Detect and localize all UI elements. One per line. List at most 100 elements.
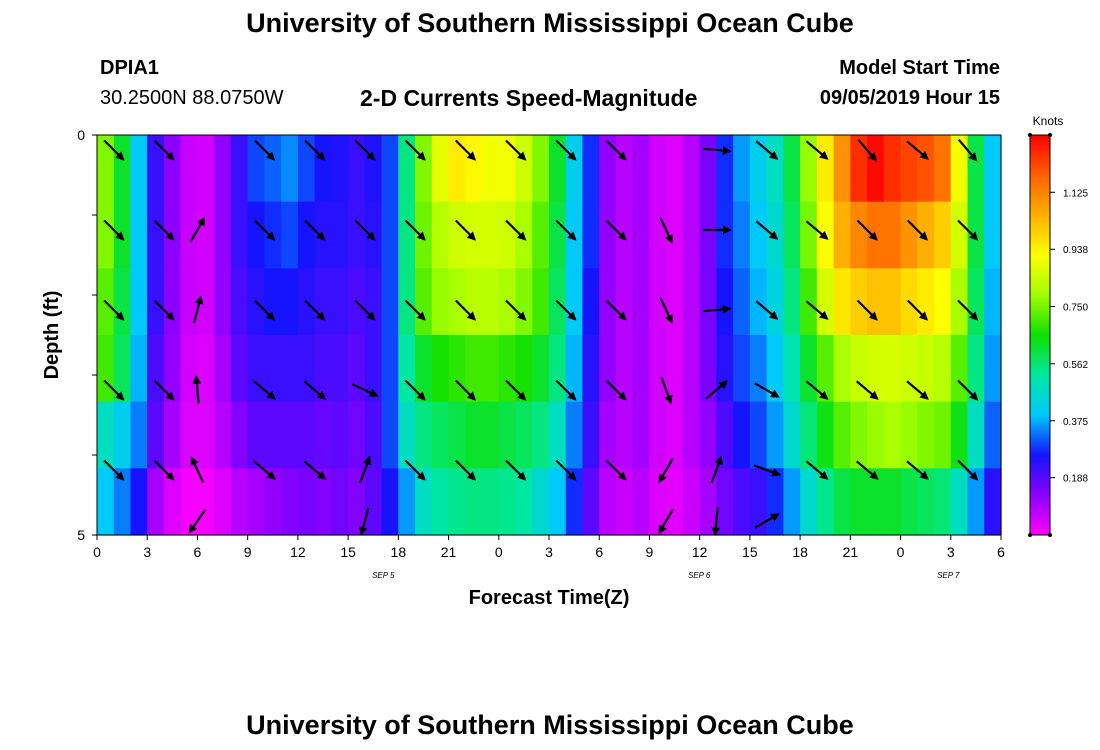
heatmap-cell [247, 468, 266, 536]
current-arrow [153, 459, 175, 481]
current-arrow [153, 139, 175, 161]
heatmap-cell [482, 401, 500, 469]
heatmap-cell [147, 135, 165, 203]
x-tick-label: 18 [792, 544, 808, 560]
heatmap-cell [783, 335, 801, 403]
heatmap-cell [364, 335, 383, 403]
heatmap-cell [833, 335, 851, 403]
heatmap-cell [900, 135, 918, 203]
heatmap-cell [113, 468, 132, 536]
colorbar-ramp [1029, 134, 1051, 536]
heatmap-cell [984, 401, 1002, 469]
current-arrow [555, 459, 577, 481]
current-arrow [304, 299, 326, 321]
heatmap-cell [816, 335, 835, 403]
heatmap-cell [565, 335, 584, 403]
x-tick-label: 12 [692, 544, 708, 560]
heatmap-cell [967, 401, 985, 469]
heatmap-cell [749, 401, 768, 469]
heatmap-cell [364, 468, 383, 536]
current-arrow [304, 219, 326, 241]
x-tick-label: 3 [143, 544, 151, 560]
current-arrow [705, 380, 729, 400]
date-label: SEP 5 [372, 571, 395, 580]
chart-subtitle: 2-D Currents Speed-Magnitude [360, 85, 698, 111]
heatmap-cell [565, 135, 584, 203]
heatmap-cell [666, 268, 684, 336]
heatmap-cell [331, 201, 349, 269]
heatmap-cell [230, 335, 249, 403]
heatmap-cell [297, 135, 316, 203]
heatmap-cell [482, 201, 500, 269]
heatmap-cell [448, 201, 466, 269]
heatmap-cell [180, 468, 199, 536]
x-tick-label: 15 [340, 544, 356, 560]
heatmap-cell [381, 468, 399, 536]
heatmap-cell [565, 268, 584, 336]
heatmap-cell [766, 135, 784, 203]
heatmap-cell [230, 135, 249, 203]
heatmap-cell [749, 335, 768, 403]
heatmap-cell [599, 201, 617, 269]
heatmap-cell [381, 335, 399, 403]
heatmap-cell [415, 401, 433, 469]
heatmap-cell [197, 335, 215, 403]
current-arrow [153, 379, 175, 401]
heatmap-cell [816, 201, 835, 269]
heatmap-cell [297, 201, 316, 269]
heatmap-cell [883, 468, 902, 536]
heatmap-cell [482, 268, 500, 336]
heatmap-cell [214, 468, 232, 536]
heatmap-cell [582, 401, 600, 469]
heatmap-cell [230, 201, 249, 269]
heatmap-cell [934, 335, 952, 403]
heatmap-cell [163, 268, 182, 336]
heatmap-cell [113, 335, 132, 403]
heatmap-cell [214, 135, 232, 203]
heatmap-cell [381, 268, 399, 336]
current-arrow [352, 383, 379, 397]
heatmap-cell [398, 335, 416, 403]
heatmap-cell [666, 201, 684, 269]
heatmap-cell [549, 135, 567, 203]
current-arrow [753, 464, 781, 477]
heatmap-cell [716, 468, 734, 536]
heatmap-cell [599, 335, 617, 403]
current-arrow [855, 380, 879, 400]
current-arrow [702, 305, 732, 314]
heatmap-cell [314, 401, 332, 469]
x-tick-label: 15 [742, 544, 758, 560]
heatmap-cell [733, 268, 751, 336]
current-arrow [455, 299, 477, 321]
current-arrow [192, 374, 202, 404]
heatmap-cell [415, 268, 433, 336]
heatmap-cell [950, 135, 969, 203]
heatmap-cell [281, 335, 299, 403]
heatmap-cell [147, 201, 165, 269]
current-arrow [455, 139, 477, 161]
heatmap-cell [749, 135, 768, 203]
heatmap-cell [599, 401, 617, 469]
current-arrow [659, 297, 673, 324]
heatmap-cell [264, 135, 282, 203]
current-arrow [754, 513, 780, 529]
model-start-time: 09/05/2019 Hour 15 [819, 87, 1000, 109]
heatmap-cell [800, 335, 818, 403]
heatmap-cell [314, 201, 332, 269]
heatmap-cell [281, 268, 299, 336]
heatmap-cell [917, 335, 935, 403]
heatmap-cell [214, 335, 232, 403]
heatmap-cell [431, 468, 450, 536]
colorbar-tick-label: 0.375 [1063, 417, 1088, 428]
heatmap-cell [415, 135, 433, 203]
heatmap-cell [749, 468, 768, 536]
heatmap-cell [448, 335, 466, 403]
current-arrow [190, 456, 205, 483]
heatmap-cell [699, 201, 718, 269]
heatmap-cell [97, 401, 115, 469]
heatmap-cell [883, 401, 902, 469]
heatmap-cell [984, 335, 1002, 403]
heatmap-cell [565, 401, 584, 469]
heatmap-cell [364, 268, 383, 336]
current-arrow [805, 140, 829, 160]
